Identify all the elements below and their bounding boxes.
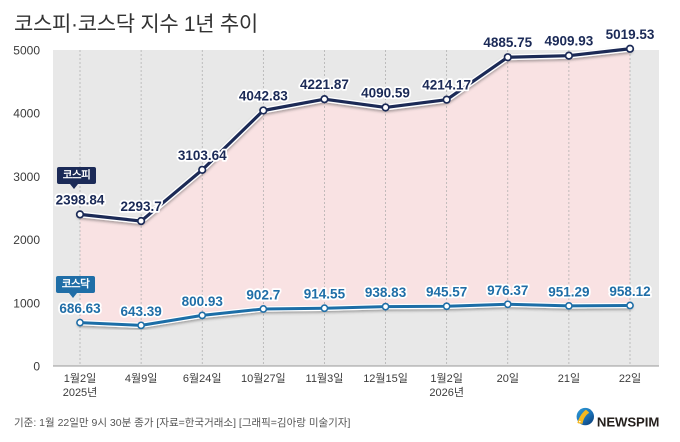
svg-text:6월24일: 6월24일 xyxy=(183,371,222,385)
svg-text:3000: 3000 xyxy=(13,170,40,184)
svg-text:2293.7: 2293.7 xyxy=(120,199,161,214)
svg-text:951.29: 951.29 xyxy=(548,284,589,299)
svg-text:4221.87: 4221.87 xyxy=(300,77,349,92)
svg-text:2026년: 2026년 xyxy=(429,386,464,399)
svg-text:4000: 4000 xyxy=(13,107,40,121)
svg-text:4909.93: 4909.93 xyxy=(544,34,593,49)
svg-text:21일: 21일 xyxy=(558,371,580,385)
svg-text:686.63: 686.63 xyxy=(59,301,101,316)
svg-text:2000: 2000 xyxy=(13,233,40,247)
svg-text:3103.64: 3103.64 xyxy=(178,148,227,163)
svg-text:2398.84: 2398.84 xyxy=(56,192,105,207)
svg-text:12월15일: 12월15일 xyxy=(363,371,408,385)
svg-text:1월2일: 1월2일 xyxy=(430,371,462,385)
svg-text:5019.53: 5019.53 xyxy=(606,27,655,42)
svg-text:20일: 20일 xyxy=(497,371,519,385)
svg-text:10월27일: 10월27일 xyxy=(241,371,286,385)
svg-text:945.57: 945.57 xyxy=(426,285,467,300)
svg-text:902.7: 902.7 xyxy=(246,287,280,302)
svg-text:4090.59: 4090.59 xyxy=(361,85,410,100)
svg-text:958.12: 958.12 xyxy=(609,284,650,299)
svg-text:11월3일: 11월3일 xyxy=(306,371,344,385)
svg-text:938.83: 938.83 xyxy=(365,285,407,300)
svg-text:4월9일: 4월9일 xyxy=(125,371,157,385)
svg-text:4214.17: 4214.17 xyxy=(422,78,471,93)
svg-text:2025년: 2025년 xyxy=(63,386,98,399)
svg-text:1월2일: 1월2일 xyxy=(64,371,96,385)
svg-text:0: 0 xyxy=(33,360,40,374)
svg-text:4042.83: 4042.83 xyxy=(239,88,288,103)
svg-text:800.93: 800.93 xyxy=(182,294,224,309)
svg-text:1000: 1000 xyxy=(13,296,40,310)
svg-text:4885.75: 4885.75 xyxy=(483,35,532,50)
svg-text:976.37: 976.37 xyxy=(487,283,528,298)
svg-text:643.39: 643.39 xyxy=(120,304,161,319)
svg-text:914.55: 914.55 xyxy=(304,287,346,302)
svg-text:NEWSPIM: NEWSPIM xyxy=(597,415,659,430)
svg-text:5000: 5000 xyxy=(13,44,40,58)
svg-text:22일: 22일 xyxy=(619,371,641,385)
